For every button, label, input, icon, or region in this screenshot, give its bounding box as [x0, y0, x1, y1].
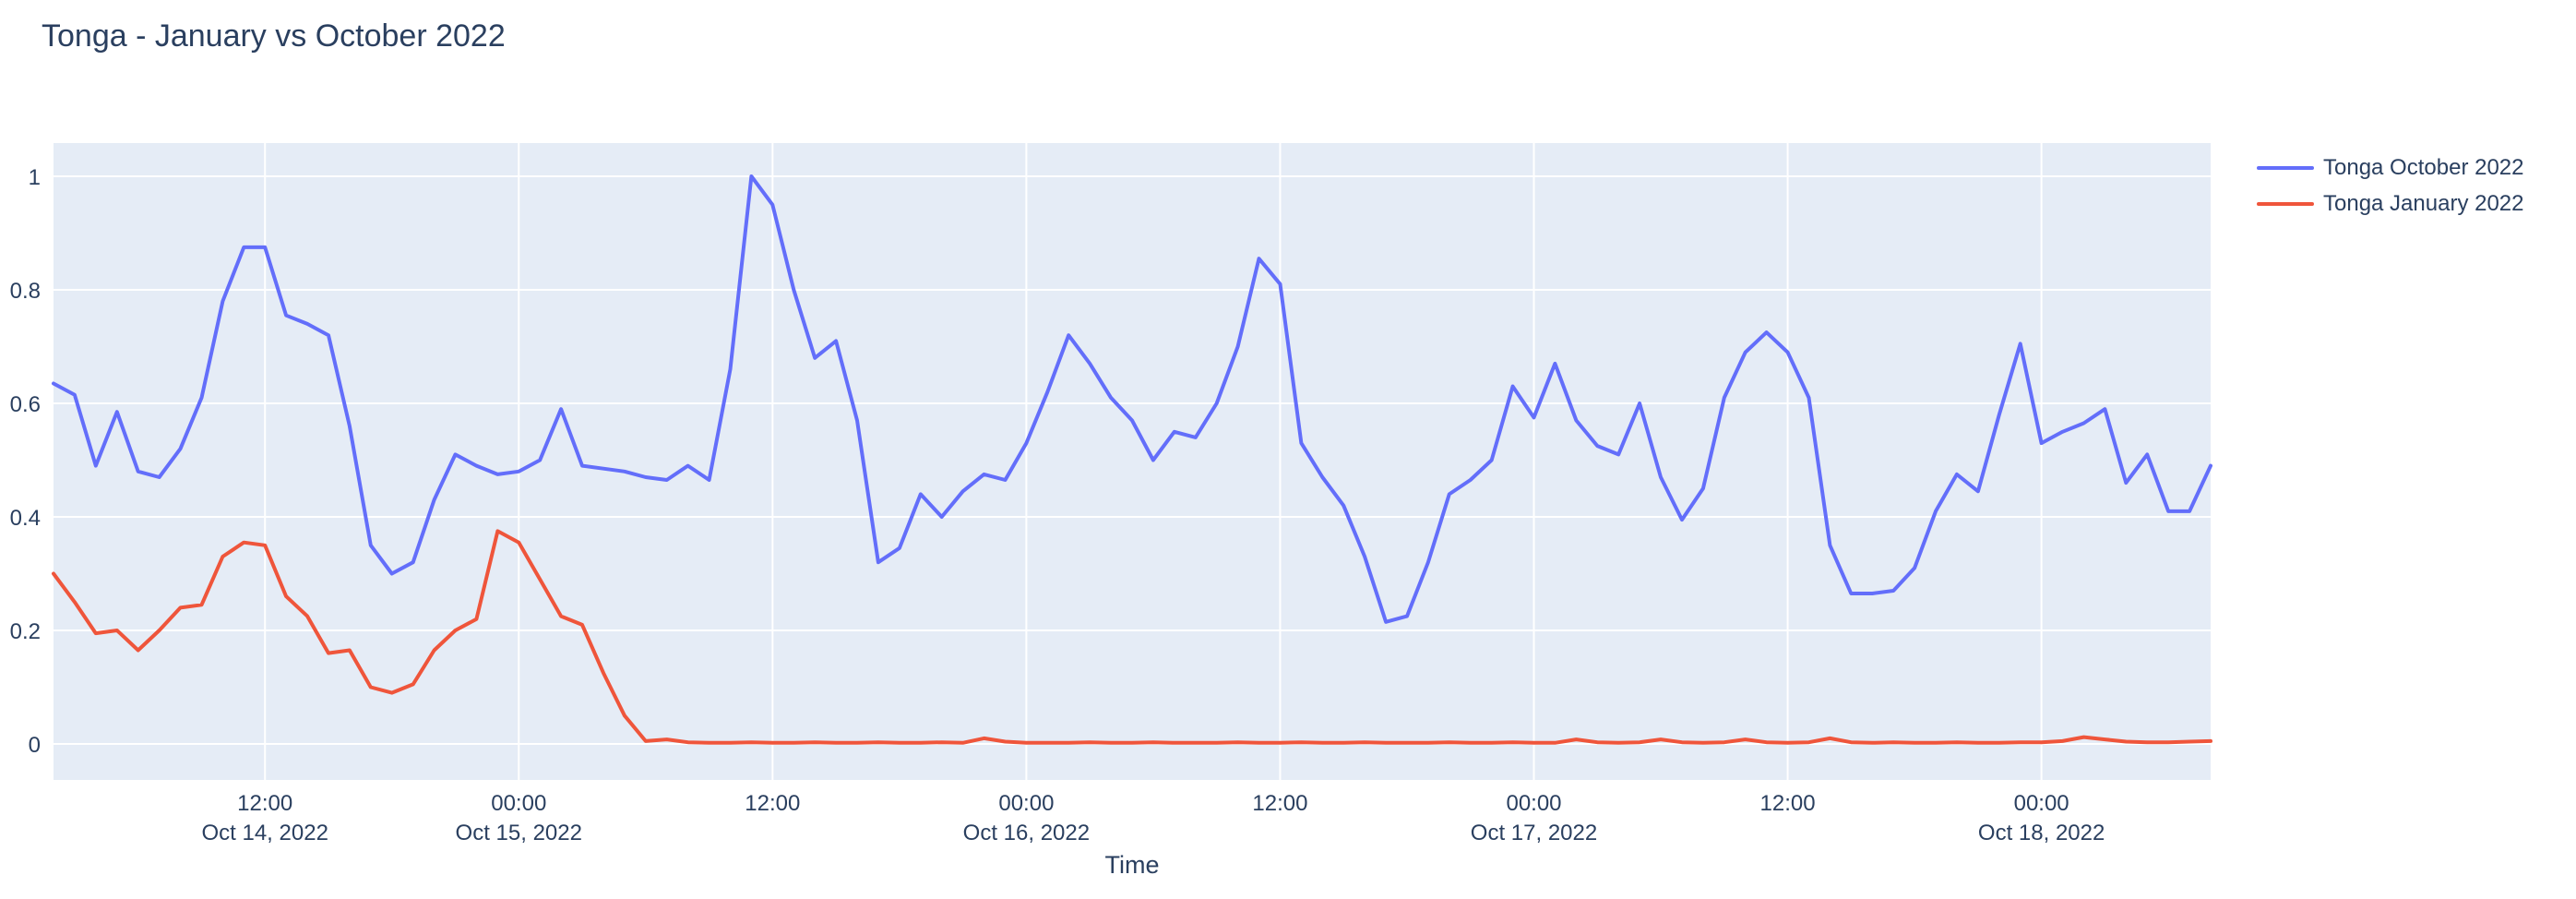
x-tick-time-label: 12:00 [745, 791, 800, 816]
chart-title: Tonga - January vs October 2022 [42, 18, 506, 54]
x-tick-date-label: Oct 18, 2022 [1978, 821, 2105, 845]
legend: Tonga October 2022 Tonga January 2022 [2257, 155, 2524, 227]
x-tick-time-label: 00:00 [2014, 791, 2069, 816]
x-tick-time-label: 12:00 [237, 791, 292, 816]
x-tick-date-label: Oct 14, 2022 [201, 821, 328, 845]
x-axis-title: Time [1105, 851, 1160, 879]
x-tick-time-label: 00:00 [998, 791, 1054, 816]
legend-label: Tonga January 2022 [2323, 191, 2524, 216]
x-tick-date-label: Oct 15, 2022 [456, 821, 582, 845]
y-tick-label: 0.8 [10, 279, 41, 304]
plot-area[interactable] [54, 143, 2211, 780]
legend-item-tonga-october-2022[interactable]: Tonga October 2022 [2257, 155, 2524, 181]
legend-line-swatch [2257, 202, 2314, 206]
y-tick-label: 0.2 [10, 619, 41, 644]
x-tick-time-label: 00:00 [1506, 791, 1561, 816]
x-tick-date-label: Oct 17, 2022 [1471, 821, 1597, 845]
x-tick-time-label: 00:00 [491, 791, 546, 816]
y-tick-label: 0.6 [10, 392, 41, 417]
series-line-tonga-january-2022[interactable] [52, 529, 2212, 745]
x-tick-time-label: 12:00 [1252, 791, 1307, 816]
legend-label: Tonga October 2022 [2323, 155, 2524, 180]
legend-item-tonga-january-2022[interactable]: Tonga January 2022 [2257, 191, 2524, 217]
x-tick-time-label: 12:00 [1760, 791, 1816, 816]
y-tick-label: 1 [29, 165, 41, 190]
y-tick-label: 0.4 [10, 506, 41, 531]
legend-line-swatch [2257, 166, 2314, 170]
x-tick-date-label: Oct 16, 2022 [963, 821, 1090, 845]
series-line-tonga-october-2022[interactable] [52, 174, 2212, 624]
y-tick-label: 0 [29, 733, 41, 758]
